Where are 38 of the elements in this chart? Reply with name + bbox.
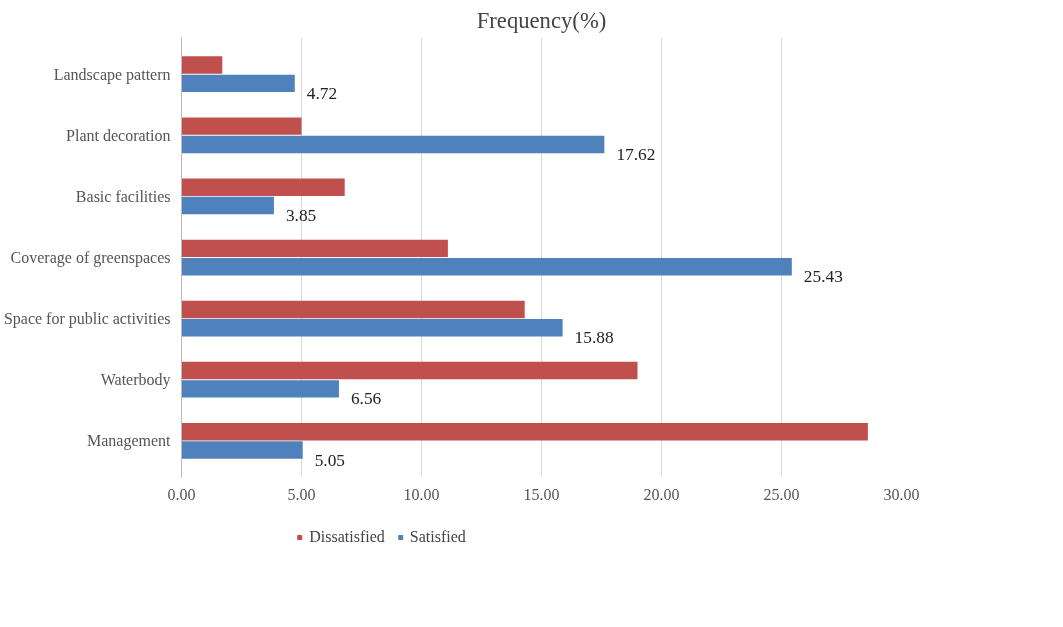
data-label: 17.62 — [616, 144, 656, 164]
bar — [181, 380, 339, 398]
x-tick-label: 0.00 — [167, 485, 196, 503]
data-label: 25.43 — [803, 267, 843, 287]
x-tick-label: 10.00 — [403, 485, 440, 503]
x-tick-label: 15.00 — [523, 485, 560, 503]
x-tick-label: 25.00 — [763, 485, 800, 503]
x-tick-label: 5.00 — [287, 485, 316, 503]
bar — [181, 56, 223, 74]
bar — [181, 117, 302, 135]
data-label: 15.88 — [574, 328, 614, 348]
bar — [181, 300, 525, 319]
bar — [181, 257, 792, 276]
legend-label: Satisfied — [409, 528, 466, 546]
y-tick-label: Basic facilities — [75, 187, 171, 205]
bar — [181, 178, 345, 196]
legend-label: Dissatisfied — [309, 528, 385, 546]
y-tick-label: Waterbody — [100, 371, 171, 390]
bar — [181, 319, 563, 337]
data-label: 4.72 — [306, 83, 338, 103]
bar — [181, 74, 295, 93]
x-tick-label: 30.00 — [883, 485, 920, 503]
bar — [181, 196, 274, 215]
data-label: 5.05 — [314, 450, 346, 470]
y-tick-label: Landscape pattern — [53, 65, 171, 84]
chart-title: Frequency(%) — [476, 7, 607, 33]
y-tick-label: Coverage of greenspaces — [10, 249, 171, 267]
x-tick-label: 20.00 — [643, 485, 680, 503]
bar — [181, 135, 605, 154]
y-tick-label: Plant decoration — [66, 126, 171, 144]
bar — [181, 361, 638, 380]
data-label: 3.85 — [285, 206, 317, 226]
bar — [181, 239, 448, 258]
bar — [181, 441, 303, 459]
bar — [181, 422, 868, 441]
data-label: 6.56 — [350, 389, 382, 409]
y-tick-label: Space for public activities — [3, 310, 171, 329]
y-tick-label: Management — [86, 432, 172, 451]
